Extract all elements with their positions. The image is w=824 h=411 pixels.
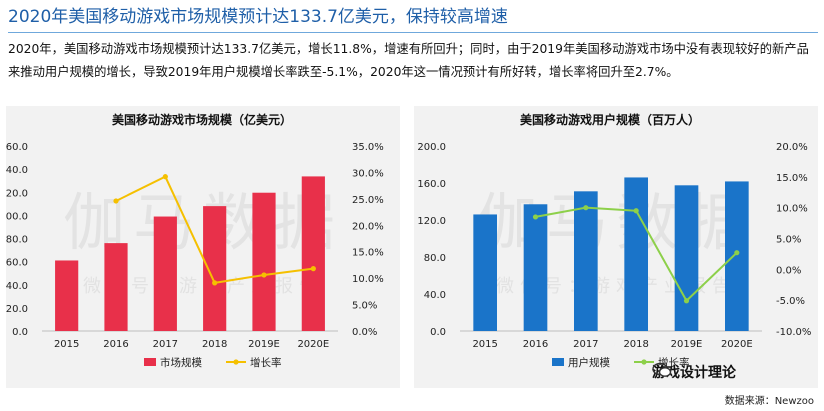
bar — [674, 185, 699, 331]
watermark-main: 伽马数据 — [476, 186, 756, 259]
growth-rate-point — [532, 214, 539, 220]
growth-rate-point — [261, 272, 267, 278]
x-tick-label: 2015 — [472, 339, 497, 350]
bar — [574, 191, 598, 331]
y-right-tick-label: 15.0% — [776, 173, 808, 184]
x-tick-label: 2015 — [54, 339, 79, 350]
growth-rate-point — [734, 250, 740, 256]
y-left-tick-label: 120.0 — [6, 188, 28, 199]
growth-rate-point — [310, 266, 316, 272]
chart-title: 美国移动游戏市场规模（亿美元） — [112, 112, 292, 127]
headline-bar: 2020年美国移动游戏市场规模预计达133.7亿美元，保持较高增速 — [8, 4, 818, 33]
legend-swatch-bar — [144, 358, 156, 366]
growth-rate-point — [633, 208, 639, 214]
wechat-icon — [652, 362, 672, 377]
bar — [473, 214, 497, 331]
y-right-tick-label: 25.0% — [352, 195, 384, 206]
y-right-tick-label: 30.0% — [352, 168, 384, 179]
legend-swatch-bar — [552, 358, 564, 366]
bar — [301, 176, 325, 331]
x-tick-label: 2020E — [721, 339, 753, 350]
y-left-tick-label: 80.0 — [424, 253, 446, 264]
bar — [252, 192, 276, 331]
watermark-sub: 微信号：游戏产业报告 — [496, 276, 736, 297]
y-left-tick-label: 100.0 — [6, 211, 28, 222]
bar — [624, 177, 648, 331]
market-size-chart: 伽马数据微信号：游戏产业报告美国移动游戏市场规模（亿美元）0.020.040.0… — [6, 112, 384, 369]
y-left-tick-label: 60.0 — [6, 258, 28, 269]
y-left-tick-label: 0.0 — [12, 327, 28, 338]
y-right-tick-label: 5.0% — [776, 235, 801, 246]
chart-title: 美国移动游戏用户规模（百万人） — [520, 112, 700, 127]
y-left-tick-label: 0.0 — [430, 327, 446, 338]
x-tick-label: 2017 — [573, 339, 598, 350]
chart-panel-market: 伽马数据 微信号：游戏产业报告 美国移动游戏市场规模（亿美元） 0.0 20.0 40.0… — [6, 106, 400, 388]
growth-rate-point — [212, 280, 218, 286]
bar — [104, 243, 128, 331]
y-right-tick-label: 20.0% — [352, 221, 384, 232]
y-left-tick-label: 140.0 — [6, 165, 28, 176]
y-right-tick-label: 35.0% — [352, 142, 384, 153]
legend-label-bar: 用户规模 — [568, 356, 610, 369]
growth-rate-point — [162, 174, 168, 180]
y-right-tick-label: 20.0% — [776, 142, 808, 153]
x-tick-label: 2018 — [202, 339, 227, 350]
x-tick-label: 2016 — [523, 339, 548, 350]
y-right-tick-label: 10.0% — [352, 274, 384, 285]
data-source: 数据来源：Newzoo — [724, 396, 814, 407]
y-right-tick-label: 0.0% — [776, 265, 801, 276]
y-left-tick-label: 40.0 — [6, 281, 28, 292]
y-left-tick-label: 160.0 — [417, 179, 446, 190]
y-left-tick-label: 120.0 — [417, 216, 446, 227]
legend-label-bar: 市场规模 — [160, 356, 202, 369]
y-left-tick-label: 20.0 — [6, 304, 28, 315]
x-tick-label: 2016 — [103, 339, 128, 350]
legend-swatch-point — [233, 359, 239, 365]
bar — [55, 260, 79, 331]
x-tick-label: 2018 — [623, 339, 648, 350]
bar — [725, 181, 749, 331]
growth-rate-point — [113, 198, 119, 204]
y-right-tick-label: -5.0% — [776, 296, 805, 307]
chart-panel-users: 伽马数据微信号：游戏产业报告 美国移动游戏用户规模（百万人） 0.0 40.0 80.0… — [414, 106, 818, 388]
legend-label-line: 增长率 — [250, 356, 282, 369]
y-right-tick-label: -10.0% — [776, 327, 811, 338]
y-right-tick-label: 10.0% — [776, 204, 808, 215]
y-right-tick-label: 0.0% — [352, 327, 377, 338]
bar — [153, 216, 177, 331]
bar — [203, 206, 227, 331]
y-right-tick-label: 15.0% — [352, 248, 384, 259]
growth-rate-point — [683, 298, 690, 304]
growth-rate-point — [583, 205, 589, 211]
bar — [523, 204, 548, 331]
x-tick-label: 2017 — [153, 339, 178, 350]
y-right-tick-label: 5.0% — [352, 301, 377, 312]
watermark-badge-text: 游戏设计理论 — [652, 365, 736, 381]
y-left-tick-label: 40.0 — [424, 290, 446, 301]
summary-paragraph: 2020年，美国移动游戏市场规模预计达133.7亿美元，增长11.8%，增速有所… — [8, 42, 809, 79]
y-left-tick-label: 200.0 — [417, 142, 446, 153]
watermark-badge: 游戏设计理论 — [652, 362, 736, 382]
y-left-tick-label: 80.0 — [6, 235, 28, 246]
x-tick-label: 2019E — [248, 339, 280, 350]
y-left-tick-label: 160.0 — [6, 142, 28, 153]
headline-text: 2020年美国移动游戏市场规模预计达133.7亿美元，保持较高增速 — [8, 7, 508, 27]
x-tick-label: 2020E — [297, 339, 329, 350]
legend-swatch-point — [641, 359, 647, 365]
x-tick-label: 2019E — [671, 339, 703, 350]
